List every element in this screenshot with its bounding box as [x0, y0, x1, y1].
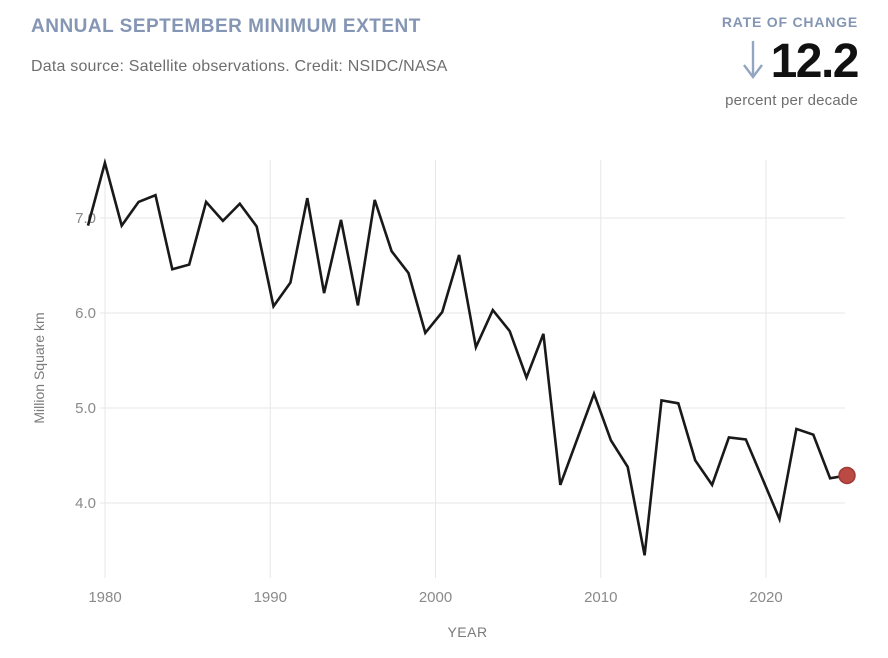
- down-arrow-icon: [742, 39, 764, 86]
- y-tick-label: 5.0: [75, 400, 96, 417]
- x-tick-label: 2010: [584, 589, 617, 606]
- rate-of-change-value: 12.2: [770, 35, 860, 88]
- page-title: ANNUAL SEPTEMBER MINIMUM EXTENT: [31, 16, 421, 37]
- y-tick-label: 4.0: [75, 495, 96, 512]
- y-tick-label: 6.0: [75, 305, 96, 322]
- rate-of-change-label: RATE OF CHANGE: [721, 14, 858, 30]
- x-tick-label: 1980: [88, 589, 121, 606]
- latest-year-marker: [838, 466, 856, 485]
- x-tick-label: 1990: [254, 589, 287, 606]
- x-axis-title: YEAR: [447, 624, 487, 640]
- x-tick-label: 2020: [749, 589, 782, 606]
- y-axis-title: Million Square km: [31, 312, 47, 423]
- x-tick-label: 2000: [419, 589, 452, 606]
- rate-of-change-row: 12.2: [722, 35, 860, 88]
- rate-of-change-panel: RATE OF CHANGE 12.2 percent per decade: [721, 14, 860, 109]
- y-tick-label: 7.0: [75, 210, 96, 227]
- rate-of-change-unit: percent per decade: [725, 92, 858, 109]
- extent-line-series: [86, 157, 848, 556]
- data-source-caption: Data source: Satellite observations. Cre…: [31, 58, 448, 75]
